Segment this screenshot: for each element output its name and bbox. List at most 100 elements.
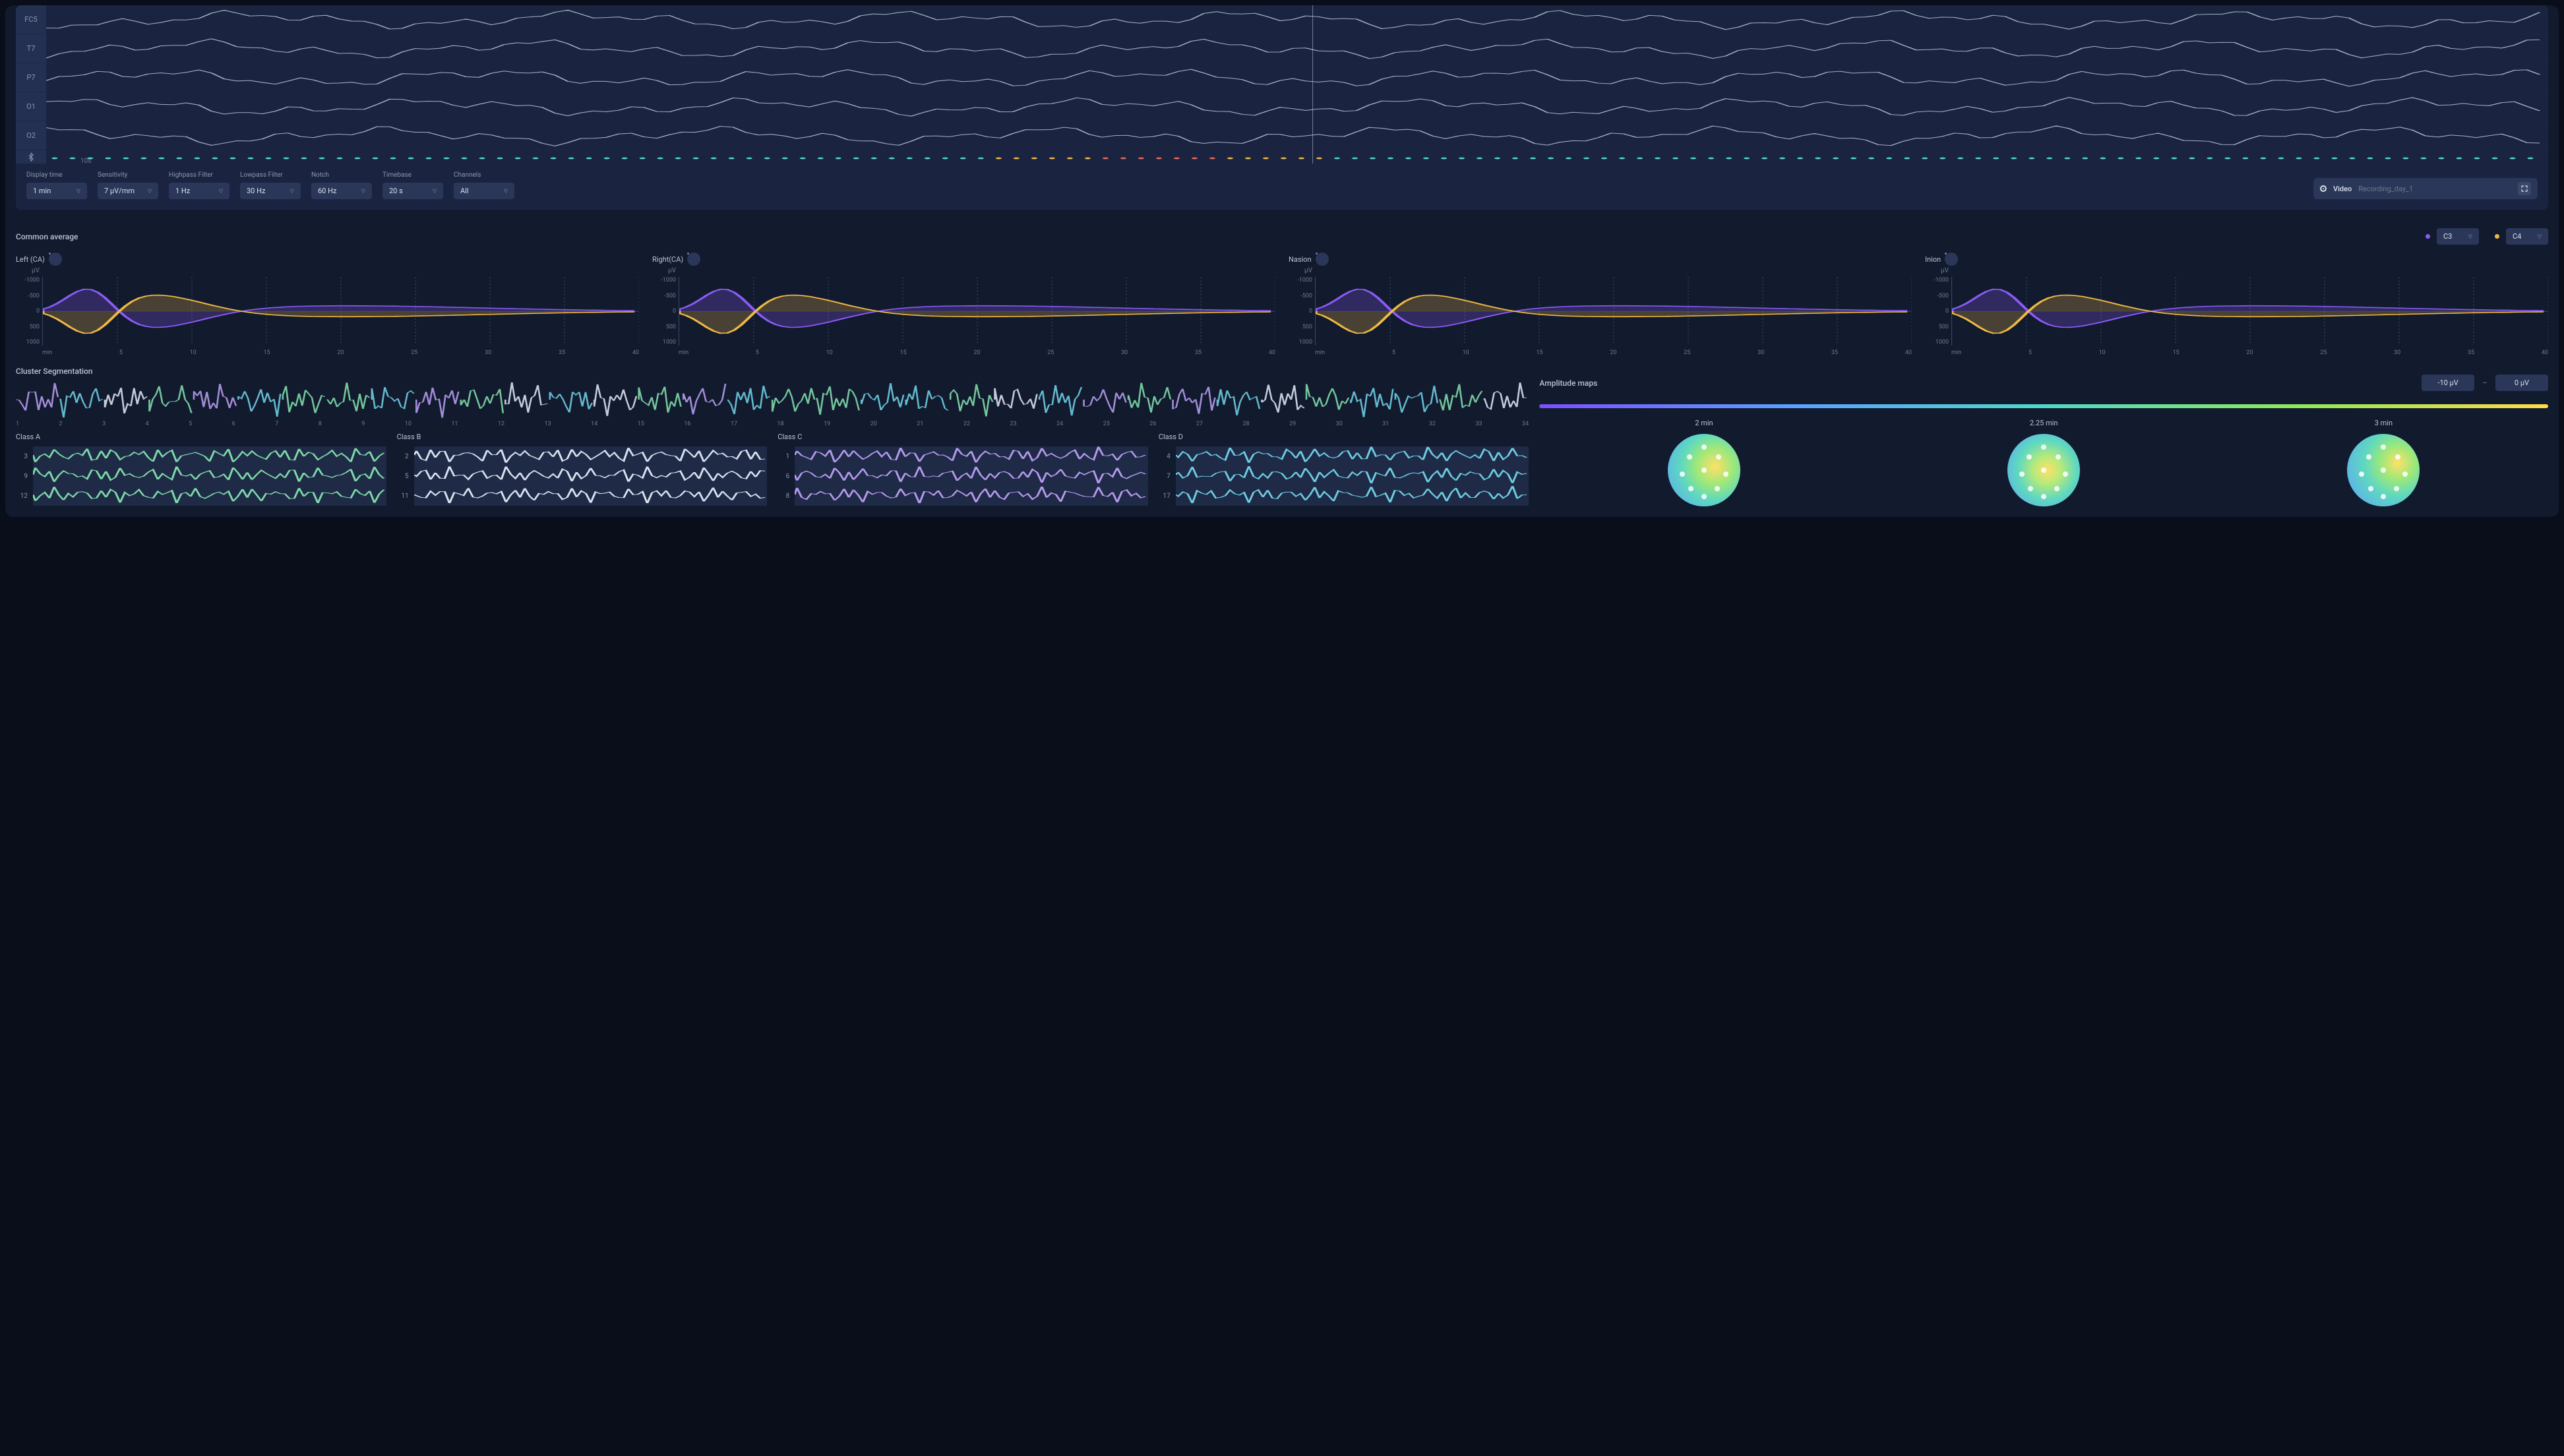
amplitude-panel: Amplitude maps -10 µV – 0 µV 2 min 2.25 …: [1539, 367, 2548, 506]
class-row: 5: [397, 466, 768, 486]
class-title: Class B: [397, 433, 768, 441]
video-filename: Recording_day_1: [2358, 185, 2413, 193]
common-average-section: Common average C3 ▽ C4 ▽ Left (CA) µV -1…: [16, 220, 2548, 356]
range-dash: –: [2480, 379, 2490, 388]
eeg-channel-label: P7: [16, 63, 46, 92]
amplitude-title: Amplitude maps: [1539, 379, 1597, 388]
notch-select[interactable]: 60 Hz ▽: [311, 183, 372, 199]
cluster-title: Cluster Segmentation: [16, 367, 1529, 376]
channel-select-c3[interactable]: C3 ▽: [2437, 228, 2479, 245]
electrode-dot: [2019, 471, 2025, 477]
amplitude-range-controls: -10 µV – 0 µV: [2422, 375, 2548, 391]
cluster-xaxis: 1234567891011121314151617181920212223242…: [16, 421, 1529, 427]
control-value: 1 min: [33, 187, 51, 195]
class-row: 8: [778, 486, 1148, 506]
expand-button[interactable]: [2518, 182, 2531, 195]
electrode-dot: [1687, 454, 1692, 460]
ca-plot[interactable]: -1000-50005001000 min510152025303540: [16, 277, 639, 356]
display-time-select[interactable]: 1 min ▽: [26, 183, 87, 199]
class-row-label: 12: [16, 493, 28, 500]
eeg-wave[interactable]: [46, 34, 2548, 63]
class-row-wave[interactable]: [795, 446, 1148, 466]
electrode-dot: [1688, 486, 1694, 491]
chevron-down-icon: ▽: [2468, 233, 2472, 239]
class-row-wave[interactable]: [1176, 446, 1529, 466]
channel-select-c4[interactable]: C4 ▽: [2506, 228, 2548, 245]
ca-plot[interactable]: -1000-50005001000 min510152025303540: [1289, 277, 1912, 356]
amplitude-colorbar: [1539, 404, 2548, 408]
sensitivity-select[interactable]: 7 µV/mm ▽: [98, 183, 158, 199]
control-label: Sensitivity: [98, 171, 158, 179]
eeg-channels: FC5 T7 P7 O1 O2: [16, 5, 2548, 164]
timebase-select[interactable]: 20 s ▽: [382, 183, 443, 199]
time-marker: 10s: [80, 158, 91, 165]
electrode-dot: [1701, 444, 1707, 450]
class-row-wave[interactable]: [33, 466, 386, 486]
class-row-label: 1: [778, 453, 789, 460]
amplitude-range-high[interactable]: 0 µV: [2495, 375, 2548, 391]
electrode-dot: [2056, 454, 2061, 460]
highpass-filter-select[interactable]: 1 Hz ▽: [169, 183, 229, 199]
head-map[interactable]: [1668, 434, 1740, 506]
class-title: Class C: [778, 433, 1148, 441]
class-row-wave[interactable]: [414, 486, 768, 506]
class-row-wave[interactable]: [33, 446, 386, 466]
eeg-row: O1: [16, 92, 2548, 121]
control-label: Highpass Filter: [169, 171, 229, 179]
channel-value: C4: [2513, 232, 2521, 241]
cluster-overview: 1234567891011121314151617181920212223242…: [16, 381, 1529, 427]
class-row-wave[interactable]: [33, 486, 386, 506]
amplitude-range-low[interactable]: -10 µV: [2422, 375, 2474, 391]
chevron-down-icon: ▽: [148, 188, 152, 194]
electrode-dot: [2368, 486, 2373, 491]
ca-selectors: C3 ▽ C4 ▽: [2426, 228, 2548, 245]
chevron-down-icon: ▽: [433, 188, 437, 194]
class-row-label: 5: [397, 473, 409, 480]
lowpass-filter-select[interactable]: 30 Hz ▽: [240, 183, 301, 199]
class-row-wave[interactable]: [795, 466, 1148, 486]
head-position-icon: [49, 253, 62, 266]
ca-plot[interactable]: -1000-50005001000 min510152025303540: [652, 277, 1275, 356]
class-row-label: 8: [778, 493, 789, 500]
electrode-dot: [2381, 444, 2386, 450]
electrode-dot: [1701, 468, 1707, 473]
electrode-dot: [2041, 444, 2046, 450]
ca-plot[interactable]: -1000-50005001000 min510152025303540: [1925, 277, 2548, 356]
electrode-dot: [1723, 471, 1728, 477]
eeg-wave[interactable]: [46, 92, 2548, 121]
class-row-wave[interactable]: [1176, 466, 1529, 486]
amp-map-label: 3 min: [2219, 419, 2548, 427]
class-row-wave[interactable]: [414, 446, 768, 466]
ca-chart-unit: µV: [1304, 267, 1912, 274]
control-label: Lowpass Filter: [240, 171, 301, 179]
head-map[interactable]: [2007, 434, 2080, 506]
class-row-wave[interactable]: [414, 466, 768, 486]
playhead-cursor[interactable]: [1312, 5, 1313, 164]
eeg-wave[interactable]: [46, 121, 2548, 150]
channel-value: C3: [2443, 232, 2452, 241]
class-row-label: 17: [1159, 493, 1171, 500]
eeg-wave[interactable]: [46, 5, 2548, 34]
channels-select[interactable]: All ▽: [454, 183, 514, 199]
class-row-label: 3: [16, 453, 28, 460]
control-label: Channels: [454, 171, 514, 179]
electrode-dot: [1716, 454, 1721, 460]
control-label: Notch: [311, 171, 372, 179]
class-row: 12: [16, 486, 386, 506]
quality-dots: 10s: [46, 150, 2548, 164]
control-value: All: [460, 187, 469, 195]
electrode-dot: [2381, 494, 2386, 499]
electrode-dot: [2395, 454, 2400, 460]
legend-dot: [2495, 234, 2499, 239]
eeg-row: FC5: [16, 5, 2548, 34]
electrode-dot: [2359, 471, 2364, 477]
electrode-dot: [2402, 471, 2408, 477]
class-row-wave[interactable]: [795, 486, 1148, 506]
eeg-wave[interactable]: [46, 63, 2548, 92]
head-position-icon: [687, 253, 700, 266]
head-map[interactable]: [2347, 434, 2420, 506]
ca-chart-unit: µV: [32, 267, 639, 274]
video-widget[interactable]: Video Recording_day_1: [2313, 178, 2538, 199]
electrode-dot: [2027, 454, 2032, 460]
class-row-wave[interactable]: [1176, 486, 1529, 506]
